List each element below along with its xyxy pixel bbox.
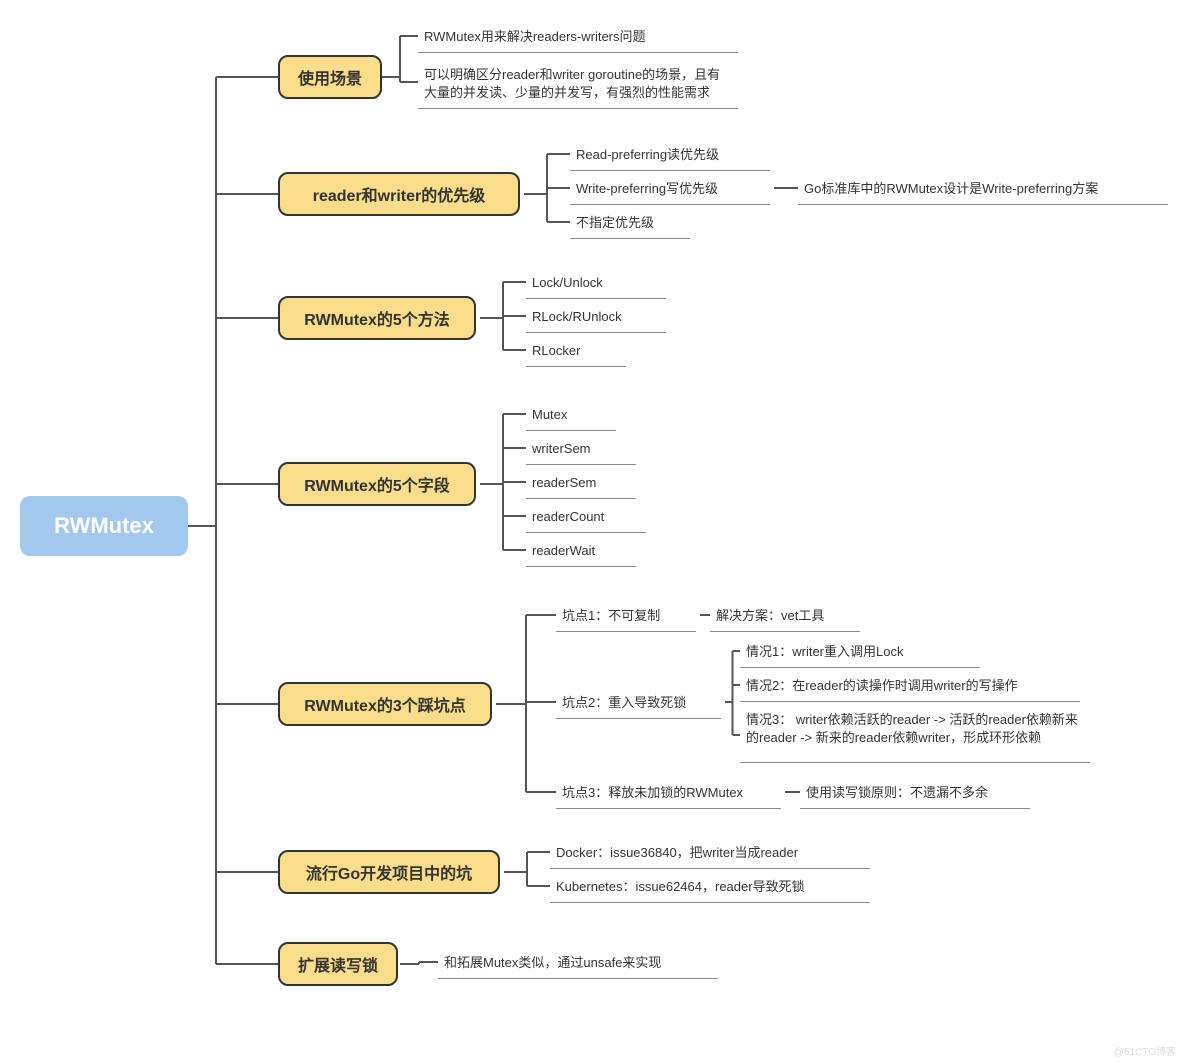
leaf-node: Read-preferring读优先级 — [570, 142, 770, 171]
root-label: RWMutex — [54, 513, 154, 539]
leaf-node: readerSem — [526, 470, 636, 499]
leaf-node: 情况2：在reader的读操作时调用writer的写操作 — [740, 673, 1080, 702]
leaf-node: 坑点2：重入导致死锁 — [556, 690, 721, 719]
leaf-node: Write-preferring写优先级 — [570, 176, 770, 205]
branch-b6: 流行Go开发项目中的坑 — [278, 850, 500, 894]
leaf-node: Lock/Unlock — [526, 270, 666, 299]
leaf-node: 不指定优先级 — [570, 210, 690, 239]
branch-b2: reader和writer的优先级 — [278, 172, 520, 216]
leaf-node: 坑点1：不可复制 — [556, 603, 696, 632]
leaf-node: 和拓展Mutex类似，通过unsafe来实现 — [438, 950, 718, 979]
root-node: RWMutex — [20, 496, 188, 556]
branch-b7: 扩展读写锁 — [278, 942, 398, 986]
leaf-node: 解决方案：vet工具 — [710, 603, 860, 632]
leaf-node: writerSem — [526, 436, 636, 465]
leaf-node: Docker：issue36840，把writer当成reader — [550, 840, 870, 869]
leaf-node: RLocker — [526, 338, 626, 367]
branch-b1: 使用场景 — [278, 55, 382, 99]
leaf-node: Mutex — [526, 402, 616, 431]
leaf-node: RLock/RUnlock — [526, 304, 666, 333]
branch-b4: RWMutex的5个字段 — [278, 462, 476, 506]
leaf-node: 坑点3：释放未加锁的RWMutex — [556, 780, 781, 809]
watermark: @51CTO博客 — [1114, 1043, 1176, 1058]
branch-b3: RWMutex的5个方法 — [278, 296, 476, 340]
leaf-node: 可以明确区分reader和writer goroutine的场景，且有大量的并发… — [418, 62, 738, 109]
leaf-node: RWMutex用来解决readers-writers问题 — [418, 24, 738, 53]
leaf-node: Kubernetes：issue62464，reader导致死锁 — [550, 874, 870, 903]
leaf-node: 情况3： writer依赖活跃的reader -> 活跃的reader依赖新来的… — [740, 707, 1090, 763]
branch-b5: RWMutex的3个踩坑点 — [278, 682, 492, 726]
leaf-node: readerWait — [526, 538, 636, 567]
leaf-node: 使用读写锁原则：不遗漏不多余 — [800, 780, 1030, 809]
leaf-node: Go标准库中的RWMutex设计是Write-preferring方案 — [798, 176, 1168, 205]
leaf-node: 情况1：writer重入调用Lock — [740, 639, 980, 668]
leaf-node: readerCount — [526, 504, 646, 533]
